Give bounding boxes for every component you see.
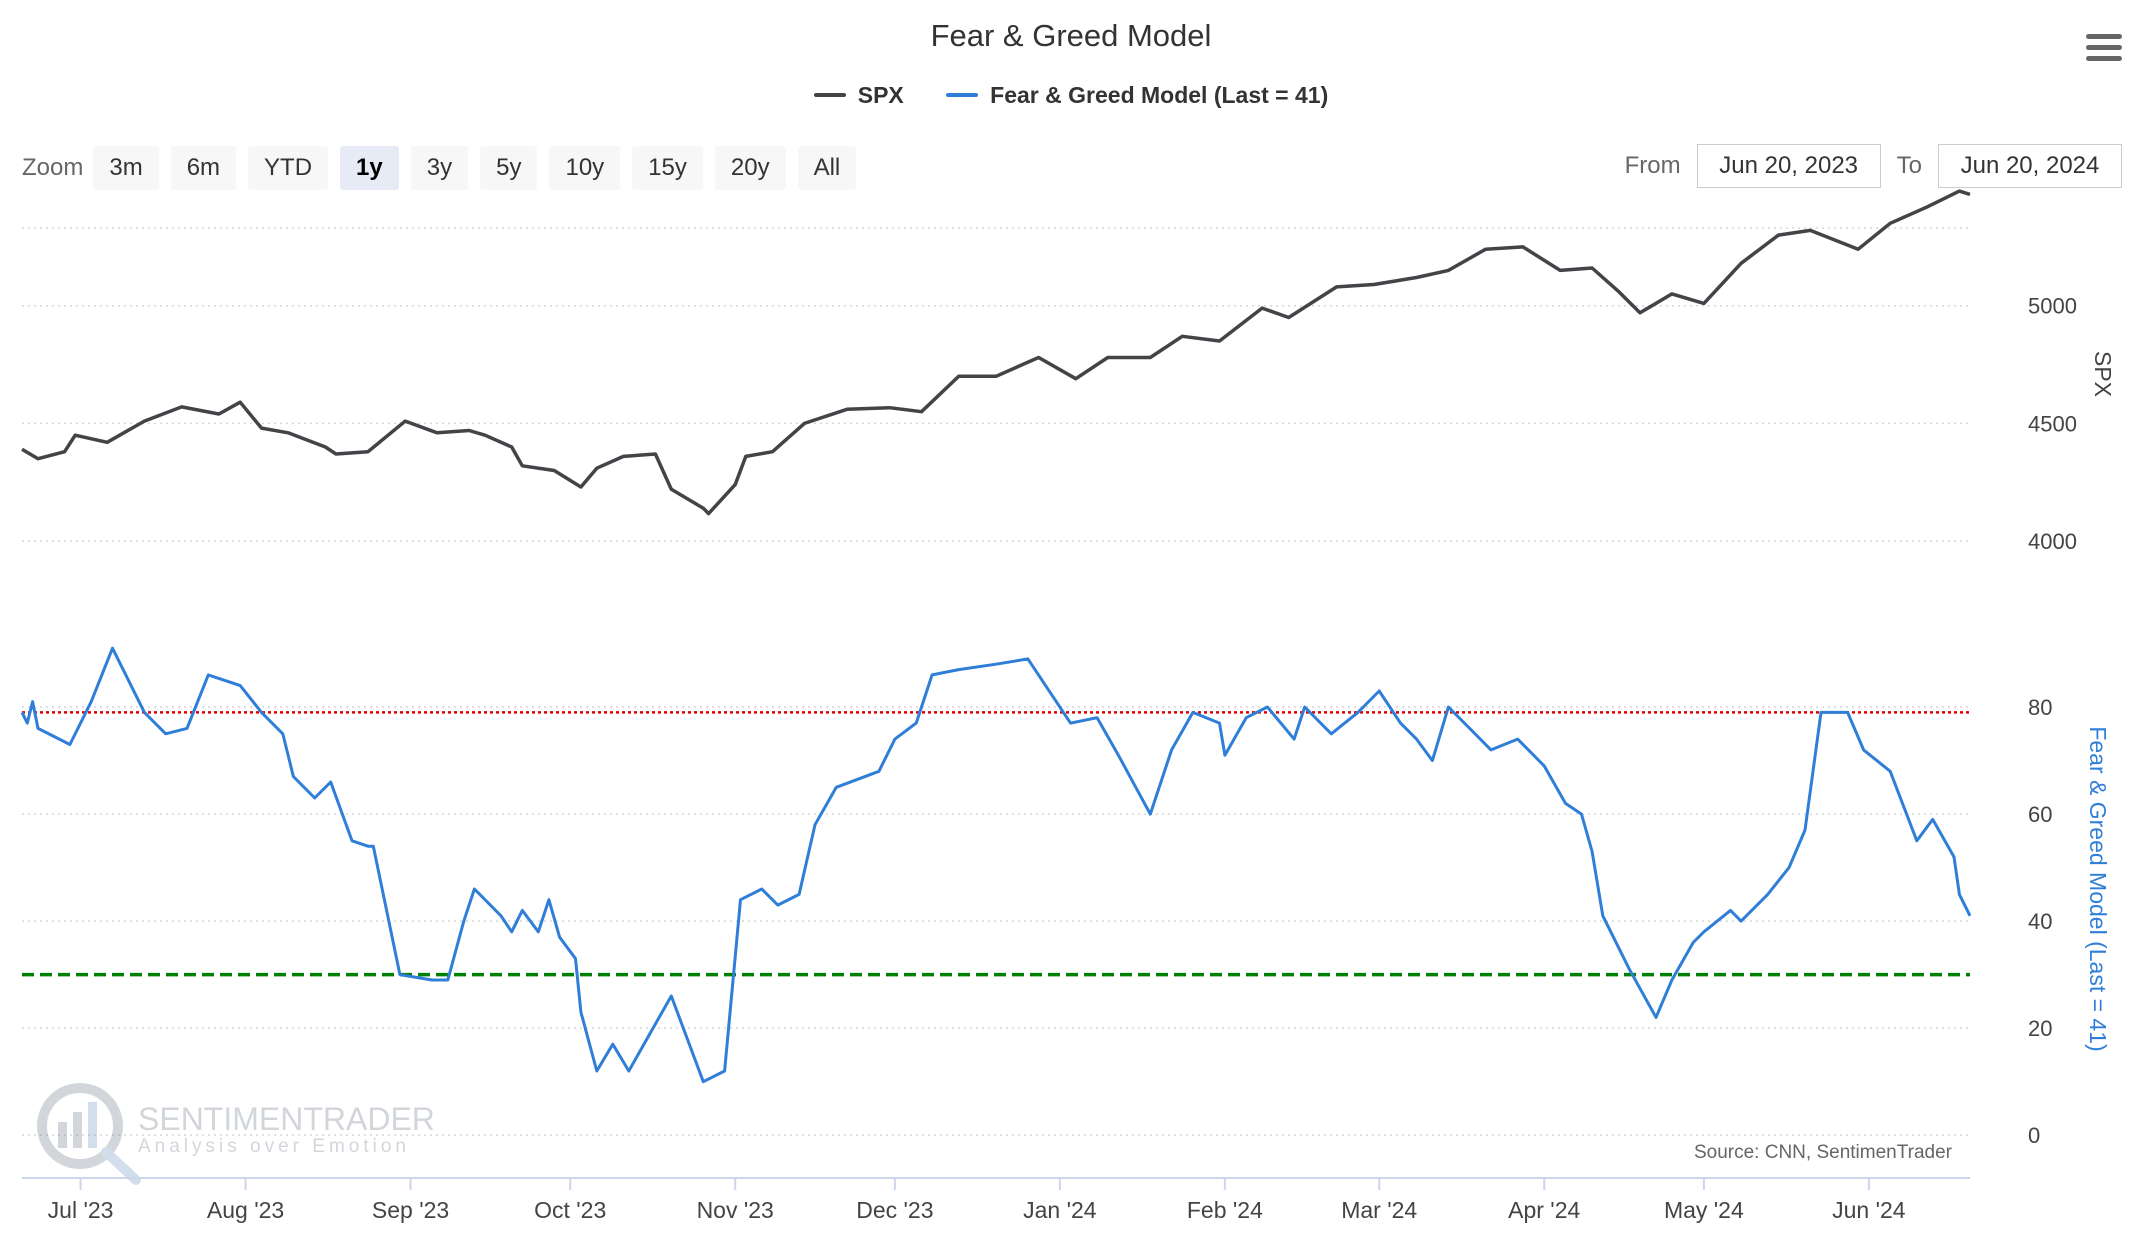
fear-greed-axis-title: Fear & Greed Model (Last = 41): [2085, 726, 2111, 1051]
x-tick-label: Aug '23: [207, 1197, 284, 1223]
x-tick-label: Jun '24: [1832, 1197, 1906, 1223]
watermark-logo-icon: [37, 1083, 123, 1169]
x-tick-label: Mar '24: [1341, 1197, 1417, 1223]
sentimentrader-watermark: SENTIMENTRADER Analysis over Emotion: [37, 1083, 435, 1185]
legend-label-fear-greed: Fear & Greed Model (Last = 41): [990, 81, 1329, 108]
reference-lines: [22, 711, 1970, 977]
menu-bar: [2086, 34, 2122, 39]
zoom-button-3m[interactable]: 3m: [93, 146, 159, 190]
y-tick-label: 0: [2028, 1123, 2040, 1148]
chart-title: Fear & Greed Model: [930, 18, 1212, 53]
axes: 4000 4500 5000 SPX 0 20 40 60 80 Fear & Greed Mod…: [22, 294, 2116, 1223]
zoom-controls: Zoom 3m 6m YTD 1y 3y 5y 10y 15y 20y All: [22, 146, 868, 190]
legend-item-fear-greed[interactable]: Fear & Greed Model (Last = 41): [946, 82, 1328, 109]
x-tick-label: Nov '23: [697, 1197, 774, 1223]
y-tick-label: 4000: [2028, 529, 2077, 554]
legend: SPX Fear & Greed Model (Last = 41): [0, 76, 2142, 109]
fear-greed-series-line[interactable]: [20, 646, 1972, 1084]
zoom-label: Zoom: [22, 154, 84, 181]
y-tick-label: 4500: [2028, 411, 2077, 436]
zoom-button-1y[interactable]: 1y: [340, 146, 399, 190]
from-label: From: [1624, 152, 1681, 179]
x-tick-label: May '24: [1664, 1197, 1744, 1223]
x-tick-label: Apr '24: [1508, 1197, 1580, 1223]
legend-label-spx: SPX: [857, 81, 904, 108]
spx-axis-title: SPX: [2090, 351, 2116, 397]
x-tick-label: Feb '24: [1187, 1197, 1263, 1223]
x-tick-label: Oct '23: [534, 1197, 606, 1223]
watermark-bar-icon: [58, 1122, 67, 1148]
legend-item-spx[interactable]: SPX: [813, 81, 904, 109]
legend-swatch-spx: [813, 93, 846, 97]
zoom-button-all[interactable]: All: [797, 146, 857, 190]
watermark-bar-icon: [88, 1102, 97, 1148]
zoom-button-3y[interactable]: 3y: [410, 146, 469, 190]
zoom-button-5y[interactable]: 5y: [480, 146, 538, 190]
zoom-button-15y[interactable]: 15y: [632, 146, 703, 190]
grid-lines: [22, 227, 1970, 1136]
source-credit: Source: CNN, SentimenTrader: [1694, 1142, 1953, 1163]
hamburger-menu-icon[interactable]: [2086, 34, 2122, 64]
watermark-brand: SENTIMENTRADER: [138, 1101, 435, 1137]
x-tick-label: Dec '23: [856, 1197, 933, 1223]
zoom-button-10y[interactable]: 10y: [549, 146, 621, 190]
to-date-input[interactable]: Jun 20, 2024: [1938, 144, 2122, 188]
watermark-handle-icon: [101, 1147, 141, 1185]
x-tick-label: Jul '23: [48, 1197, 114, 1223]
y-tick-label: 5000: [2028, 294, 2077, 319]
date-range: From Jun 20, 2023 To Jun 20, 2024: [1609, 144, 2122, 188]
from-date-input[interactable]: Jun 20, 2023: [1696, 144, 1881, 188]
watermark-tagline: Analysis over Emotion: [138, 1136, 410, 1157]
zoom-button-6m[interactable]: 6m: [170, 146, 237, 190]
series: [20, 189, 1972, 1084]
legend-swatch-fear-greed: [946, 93, 979, 97]
y-tick-label: 40: [2028, 909, 2052, 934]
y-tick-label: 80: [2028, 695, 2052, 720]
x-tick-label: Sep '23: [372, 1197, 449, 1223]
y-tick-label: 20: [2028, 1016, 2052, 1041]
watermark-bar-icon: [73, 1112, 82, 1148]
zoom-button-20y[interactable]: 20y: [714, 146, 786, 190]
menu-bar: [2086, 45, 2122, 50]
to-label: To: [1896, 152, 1922, 179]
y-tick-label: 60: [2028, 802, 2052, 827]
x-tick-label: Jan '24: [1023, 1197, 1097, 1223]
menu-bar: [2086, 56, 2122, 61]
zoom-button-ytd[interactable]: YTD: [248, 146, 329, 190]
spx-series-line[interactable]: [21, 189, 1971, 516]
